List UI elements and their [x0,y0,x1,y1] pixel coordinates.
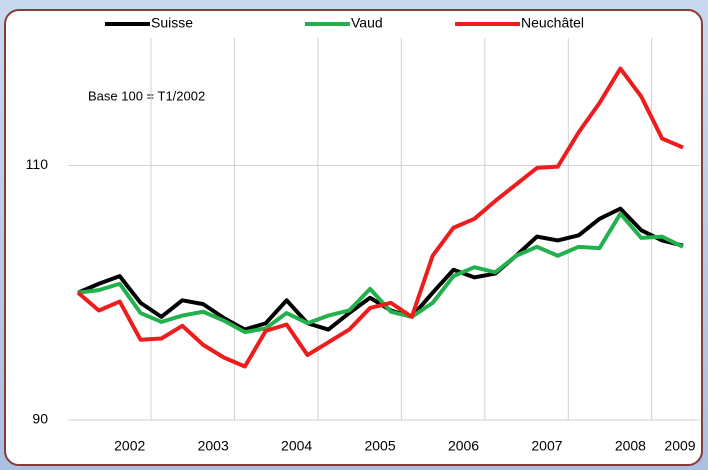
legend-label: Neuchâtel [521,15,584,31]
x-tick-label: 2006 [448,438,479,454]
chart-frame [4,9,703,466]
series-line [77,211,684,335]
y-tick-label: 90 [32,411,48,427]
x-tick-label: 2002 [114,438,145,454]
series-line [76,66,684,369]
x-tick-label: 2007 [531,438,562,454]
legend-label: Suisse [151,15,193,31]
x-tick-label: 2008 [615,438,646,454]
x-tick-label: 2004 [281,438,312,454]
y-tick-label: 110 [26,156,49,172]
x-tick-label: 2009 [664,438,695,454]
annotation: Base 100 = T1/2002 [88,88,205,103]
legend-label: Vaud [351,15,383,31]
x-tick-label: 2005 [364,438,395,454]
x-tick-label: 2003 [198,438,229,454]
